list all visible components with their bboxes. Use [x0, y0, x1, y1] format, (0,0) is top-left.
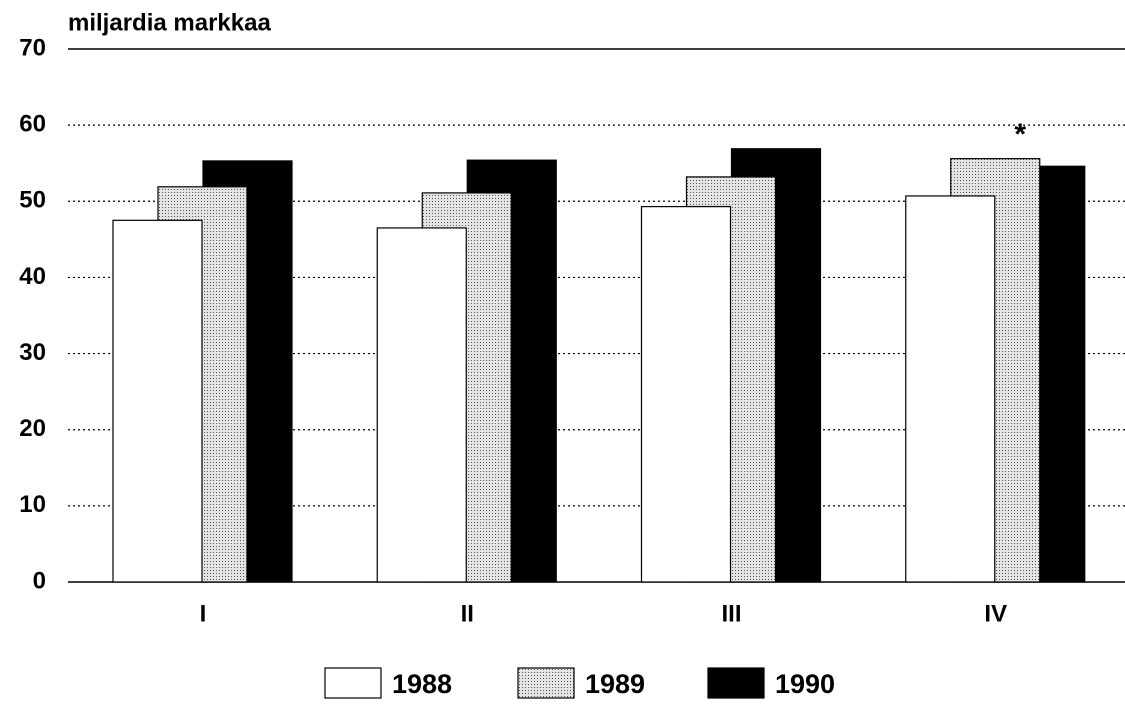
bar [112, 219, 203, 583]
legend-swatch [707, 667, 765, 699]
bar [905, 195, 996, 583]
legend-swatch [517, 667, 575, 699]
legend-label: 1988 [392, 669, 452, 699]
bar [376, 227, 467, 583]
legend-label: 1990 [775, 669, 835, 699]
y-tick-label: 10 [19, 491, 46, 518]
y-tick-label: 60 [19, 110, 46, 137]
y-tick-label: 70 [19, 34, 46, 61]
y-tick-label: 20 [19, 415, 46, 442]
y-tick-label: 0 [33, 567, 46, 594]
y-tick-label: 30 [19, 339, 46, 366]
x-tick-label: II [461, 600, 474, 627]
y-tick-label: 50 [19, 187, 46, 214]
x-tick-label: III [721, 600, 741, 627]
y-tick-label: 40 [19, 263, 46, 290]
x-tick-label: IV [984, 600, 1007, 627]
legend-label: 1989 [585, 669, 645, 699]
legend-swatch [324, 667, 382, 699]
x-tick-label: I [200, 600, 207, 627]
bar [640, 206, 732, 583]
y-axis-title: miljardia markkaa [68, 9, 271, 36]
annotation: * [1014, 118, 1026, 151]
